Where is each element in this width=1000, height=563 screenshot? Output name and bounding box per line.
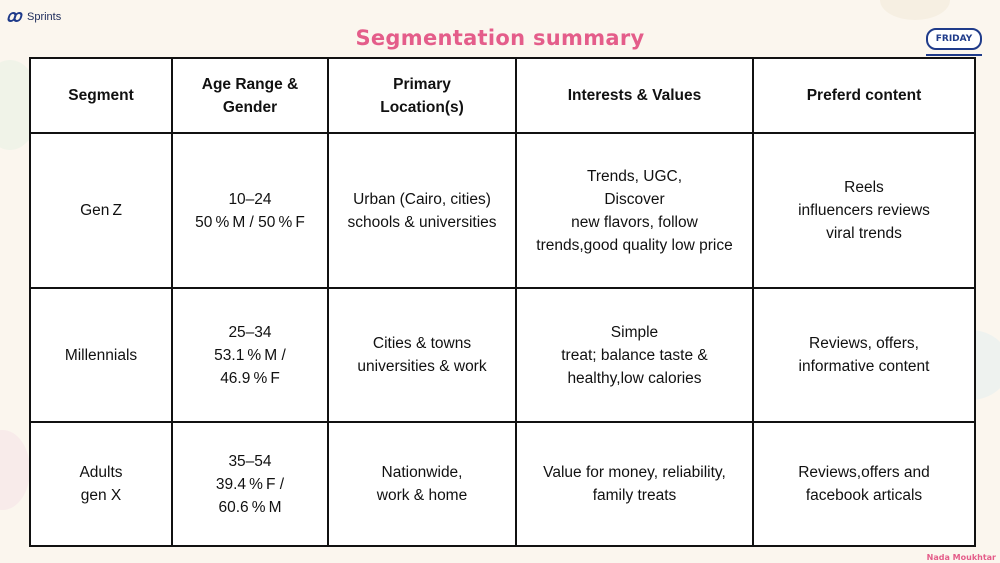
cell-text: facebook articals	[805, 487, 923, 504]
cell-text: Urban (Cairo, cities)	[353, 190, 491, 208]
cell-text: 25–34	[228, 323, 272, 341]
friday-logo-text: FRIDAY	[926, 28, 982, 50]
cell-text: Nationwide,	[381, 464, 463, 481]
page-title: Segmentation summary	[355, 26, 645, 50]
cell-segment: Gen Z	[29, 132, 173, 289]
cell-text: 10–24	[228, 190, 272, 208]
column-header-age-gender: Age Range & Gender	[171, 57, 329, 134]
cell-location: Urban (Cairo, cities) schools & universit…	[327, 132, 517, 289]
cell-text: 50 % M / 50 % F	[195, 213, 305, 231]
cell-text: work & home	[376, 487, 468, 504]
cell-text: Gen Z	[80, 202, 122, 219]
cell-content: Reels influencers reviews viral trends	[752, 132, 976, 289]
cell-location: Cities & towns universities & work	[327, 287, 517, 423]
table-row: Gen Z 10–24 50 % M / 50 % F Urban (Cairo, c…	[29, 132, 976, 289]
cell-text: Value for money, reliability,	[543, 464, 726, 481]
cell-age-gender: 25–34 53.1 % M / 46.9 % F	[171, 287, 329, 423]
cell-text: Reels	[844, 179, 884, 196]
cell-text: new flavors, follow	[571, 213, 698, 231]
cell-content: Reviews,offers and facebook articals	[752, 421, 976, 547]
column-header-location: Primary Location(s)	[327, 57, 517, 134]
cell-text: healthy,low calories	[567, 369, 702, 387]
cell-interests: Trends, UGC, Discover new flavors, follow t…	[515, 132, 754, 289]
column-header-interests: Interests & Values	[515, 57, 754, 134]
cell-text: schools & universities	[347, 213, 497, 231]
header-text: Interests & Values	[567, 87, 702, 104]
cell-text: family treats	[592, 487, 677, 504]
header-text: Segment	[68, 87, 134, 104]
cell-segment: Millennials	[29, 287, 173, 423]
cell-text: Millennials	[64, 346, 138, 364]
cell-text: influencers reviews	[798, 202, 930, 219]
segmentation-table: Segment Age Range & Gender Primary Location(…	[29, 57, 976, 547]
cell-text: Cities & towns	[372, 335, 472, 352]
cell-text: Reviews,offers and	[798, 464, 930, 481]
header-text: Gender	[222, 98, 278, 116]
cell-content: Reviews, offers, informative content	[752, 287, 976, 423]
header-text: Age Range &	[201, 75, 299, 93]
cell-text: treat; balance taste &	[561, 346, 708, 364]
table-row: Adults gen X 35–54 39.4 % F / 60.6 % M Nation…	[29, 421, 976, 547]
header-text: Preferd content	[806, 87, 922, 104]
logo-underline	[926, 54, 982, 56]
cell-text: Adults	[79, 464, 123, 481]
cell-text: gen X	[80, 487, 122, 504]
cell-text: trends,good quality low price	[536, 236, 733, 254]
header-text: Location(s)	[380, 98, 464, 116]
cell-text: 39.4 % F /	[215, 475, 285, 493]
friday-logo-icon: FRIDAY	[926, 28, 982, 58]
cell-text: Simple	[610, 323, 659, 341]
cell-interests: Value for money, reliability, family trea…	[515, 421, 754, 547]
sprints-logo-icon	[6, 12, 24, 22]
brand-name: Sprints	[27, 11, 62, 23]
cell-text: 35–54	[228, 452, 272, 470]
cell-text: viral trends	[826, 225, 902, 242]
cell-location: Nationwide, work & home	[327, 421, 517, 547]
cell-text: 60.6 % M	[218, 498, 282, 516]
cell-text: Discover	[604, 190, 665, 208]
cell-text: informative content	[798, 358, 930, 375]
sprints-brand: Sprints	[6, 11, 62, 23]
cell-text: universities & work	[357, 358, 487, 375]
column-header-segment: Segment	[29, 57, 173, 134]
header-text: Primary	[393, 75, 451, 93]
cell-text: 46.9 % F	[220, 369, 280, 387]
header-row: Segment Age Range & Gender Primary Location(…	[29, 57, 976, 134]
background-decoration	[0, 430, 30, 510]
cell-age-gender: 10–24 50 % M / 50 % F	[171, 132, 329, 289]
cell-age-gender: 35–54 39.4 % F / 60.6 % M	[171, 421, 329, 547]
cell-text: Trends, UGC,	[586, 167, 683, 185]
cell-segment: Adults gen X	[29, 421, 173, 547]
cell-text: 53.1 % M /	[214, 346, 286, 364]
column-header-content: Preferd content	[752, 57, 976, 134]
author-name: Nada Moukhtar	[926, 553, 996, 562]
table-row: Millennials 25–34 53.1 % M / 46.9 % F Cities…	[29, 287, 976, 423]
table-body: Gen Z 10–24 50 % M / 50 % F Urban (Cairo, c…	[29, 132, 976, 547]
background-decoration	[880, 0, 950, 20]
cell-text: Reviews, offers,	[809, 335, 919, 352]
cell-interests: Simple treat; balance taste & healthy,low …	[515, 287, 754, 423]
